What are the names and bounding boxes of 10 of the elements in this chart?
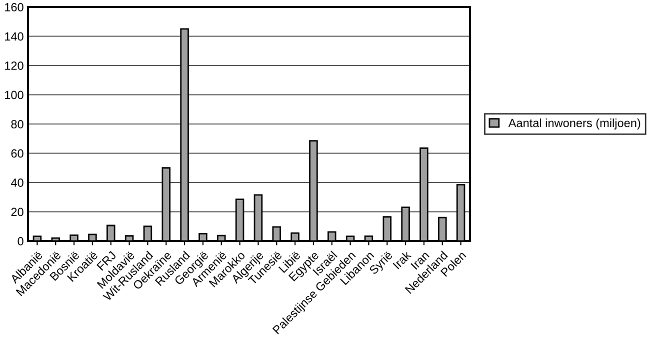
y-tick-label: 0 bbox=[18, 237, 24, 246]
y-tick-label: 20 bbox=[11, 208, 24, 216]
y-tick-label: 60 bbox=[11, 149, 24, 158]
y-tick-label: 120 bbox=[5, 62, 24, 70]
y-tick-label: 40 bbox=[10, 178, 24, 187]
y-tick-label: 140 bbox=[5, 32, 24, 41]
y-tick-label: 80 bbox=[11, 120, 24, 128]
legend-label: Aantal inwoners (miljoen) bbox=[508, 118, 640, 130]
y-tick-label: 100 bbox=[5, 90, 24, 100]
y-tick-label: 160 bbox=[5, 3, 24, 12]
